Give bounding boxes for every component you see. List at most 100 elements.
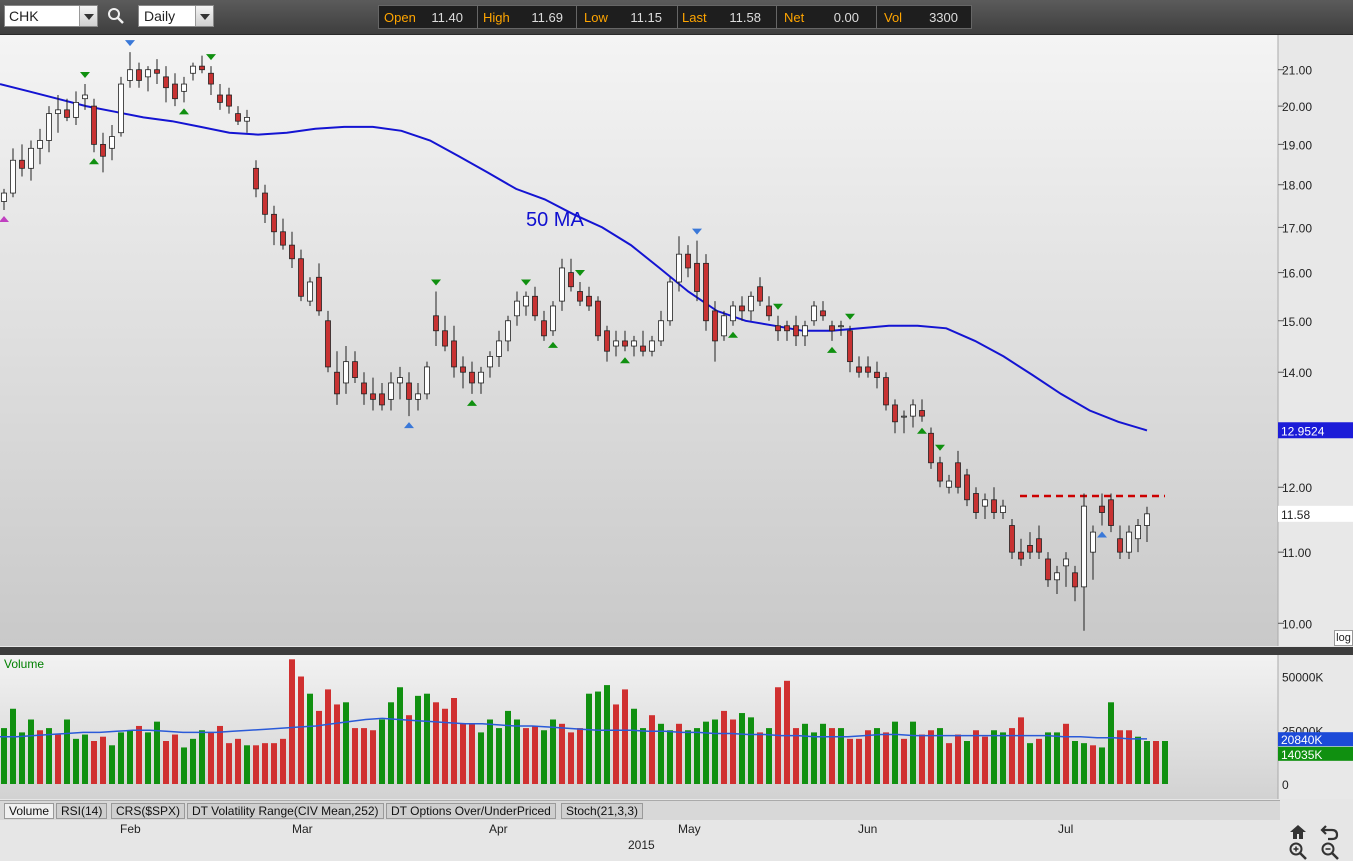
volume-bar [280, 738, 286, 784]
candle [415, 382, 421, 411]
tab-rsi[interactable]: RSI(14) [56, 803, 108, 819]
candle-body [370, 393, 376, 400]
candle-body [1126, 531, 1132, 553]
tab-stochastic[interactable]: Stoch(21,3,3) [561, 803, 644, 819]
candle-body [172, 83, 178, 100]
candle-body [361, 382, 367, 395]
candle-body [1099, 505, 1105, 513]
candle [658, 310, 664, 347]
volume-bar [676, 723, 682, 784]
candle [262, 184, 268, 223]
volume-bar [811, 732, 817, 784]
volume-bar [838, 728, 844, 784]
quote-net-value: 0.00 [833, 10, 859, 25]
candle-body [154, 69, 160, 74]
volume-bar [901, 738, 907, 784]
price-axis-label: 10.00 [1282, 617, 1312, 631]
tab-volume[interactable]: Volume [4, 803, 55, 819]
volume-bar [1018, 717, 1024, 784]
candle-body [577, 291, 583, 302]
volume-bar [928, 730, 934, 784]
volume-bar [1135, 736, 1141, 784]
pivot-marker [620, 357, 630, 364]
volume-bar [289, 659, 295, 784]
quote-separator [876, 6, 877, 28]
log-scale-toggle[interactable]: log [1334, 630, 1353, 646]
candle-body [757, 286, 763, 302]
undo-icon[interactable] [1320, 822, 1340, 842]
candle [946, 474, 952, 494]
zoom-in-icon[interactable] [1288, 841, 1308, 861]
candle-body [838, 325, 844, 328]
volume-bar [163, 741, 169, 784]
symbol-dropdown-button[interactable] [79, 6, 97, 26]
candle-body [460, 366, 466, 373]
volume-bars-layer [0, 659, 1168, 784]
candle-body [415, 393, 421, 400]
zoom-out-icon[interactable] [1320, 841, 1340, 861]
candle [226, 87, 232, 114]
volume-bar [154, 721, 160, 784]
volume-bar [568, 732, 574, 784]
volume-bar [496, 728, 502, 784]
candle-body [766, 305, 772, 317]
candle-body [244, 116, 250, 122]
period-dropdown-button[interactable] [195, 6, 213, 26]
month-label: Jul [1058, 822, 1074, 836]
candle-body [586, 295, 592, 307]
candle [82, 84, 88, 110]
candle-body [649, 340, 655, 352]
volume-bar [514, 719, 520, 784]
candle [901, 410, 907, 434]
price-axis-label: 19.00 [1282, 138, 1312, 152]
period-select[interactable]: Daily [138, 5, 214, 27]
candle-body [604, 330, 610, 352]
candle [1117, 525, 1123, 559]
candle-body [1081, 505, 1087, 588]
tab-crs[interactable]: CRS($SPX) [111, 803, 186, 819]
candle-body [46, 113, 52, 141]
month-label: Mar [292, 822, 313, 836]
volume-bar [730, 719, 736, 784]
tab-dt-volatility-range[interactable]: DT Volatility Range(CIV Mean,252) [187, 803, 384, 819]
candle-body [919, 410, 925, 417]
pane-divider[interactable] [0, 647, 1353, 655]
search-icon[interactable] [107, 7, 125, 25]
candle [307, 277, 313, 306]
volume-bar [1027, 743, 1033, 784]
candle [505, 315, 511, 352]
volume-bar [388, 702, 394, 784]
candle-body [712, 310, 718, 342]
candle-body [109, 136, 115, 149]
pivot-marker [89, 158, 99, 165]
candle [829, 320, 835, 341]
volume-bar [793, 728, 799, 784]
volume-bar [37, 730, 43, 784]
volume-bar [190, 738, 196, 784]
symbol-combobox[interactable] [4, 5, 98, 27]
candle [10, 148, 16, 198]
tab-dt-options[interactable]: DT Options Over/UnderPriced [386, 803, 556, 819]
quote-net-label: Net [784, 10, 805, 25]
candle [793, 315, 799, 347]
price-axis-label: 18.00 [1282, 179, 1312, 193]
volume-bar [460, 723, 466, 784]
candle [154, 59, 160, 85]
quote-last-label: Last [682, 10, 707, 25]
symbol-input[interactable] [9, 8, 79, 24]
volume-bar [136, 725, 142, 784]
candle-body [901, 415, 907, 418]
last-price-badge [1278, 505, 1353, 522]
candle [487, 351, 493, 378]
candle-body [253, 167, 259, 190]
volume-bar [1054, 732, 1060, 784]
volume-bar [109, 745, 115, 784]
candle [298, 249, 304, 302]
home-icon[interactable] [1288, 822, 1308, 842]
candle-body [145, 69, 151, 78]
volume-last-badge-text: 14035K [1281, 748, 1322, 762]
volume-bar [1045, 732, 1051, 784]
price-chart[interactable]: 21.00 20.00 19.00 18.00 17.00 16.00 15.00 14.00… [0, 35, 1353, 800]
candle-body [802, 325, 808, 337]
price-axis-pane [1278, 35, 1353, 646]
